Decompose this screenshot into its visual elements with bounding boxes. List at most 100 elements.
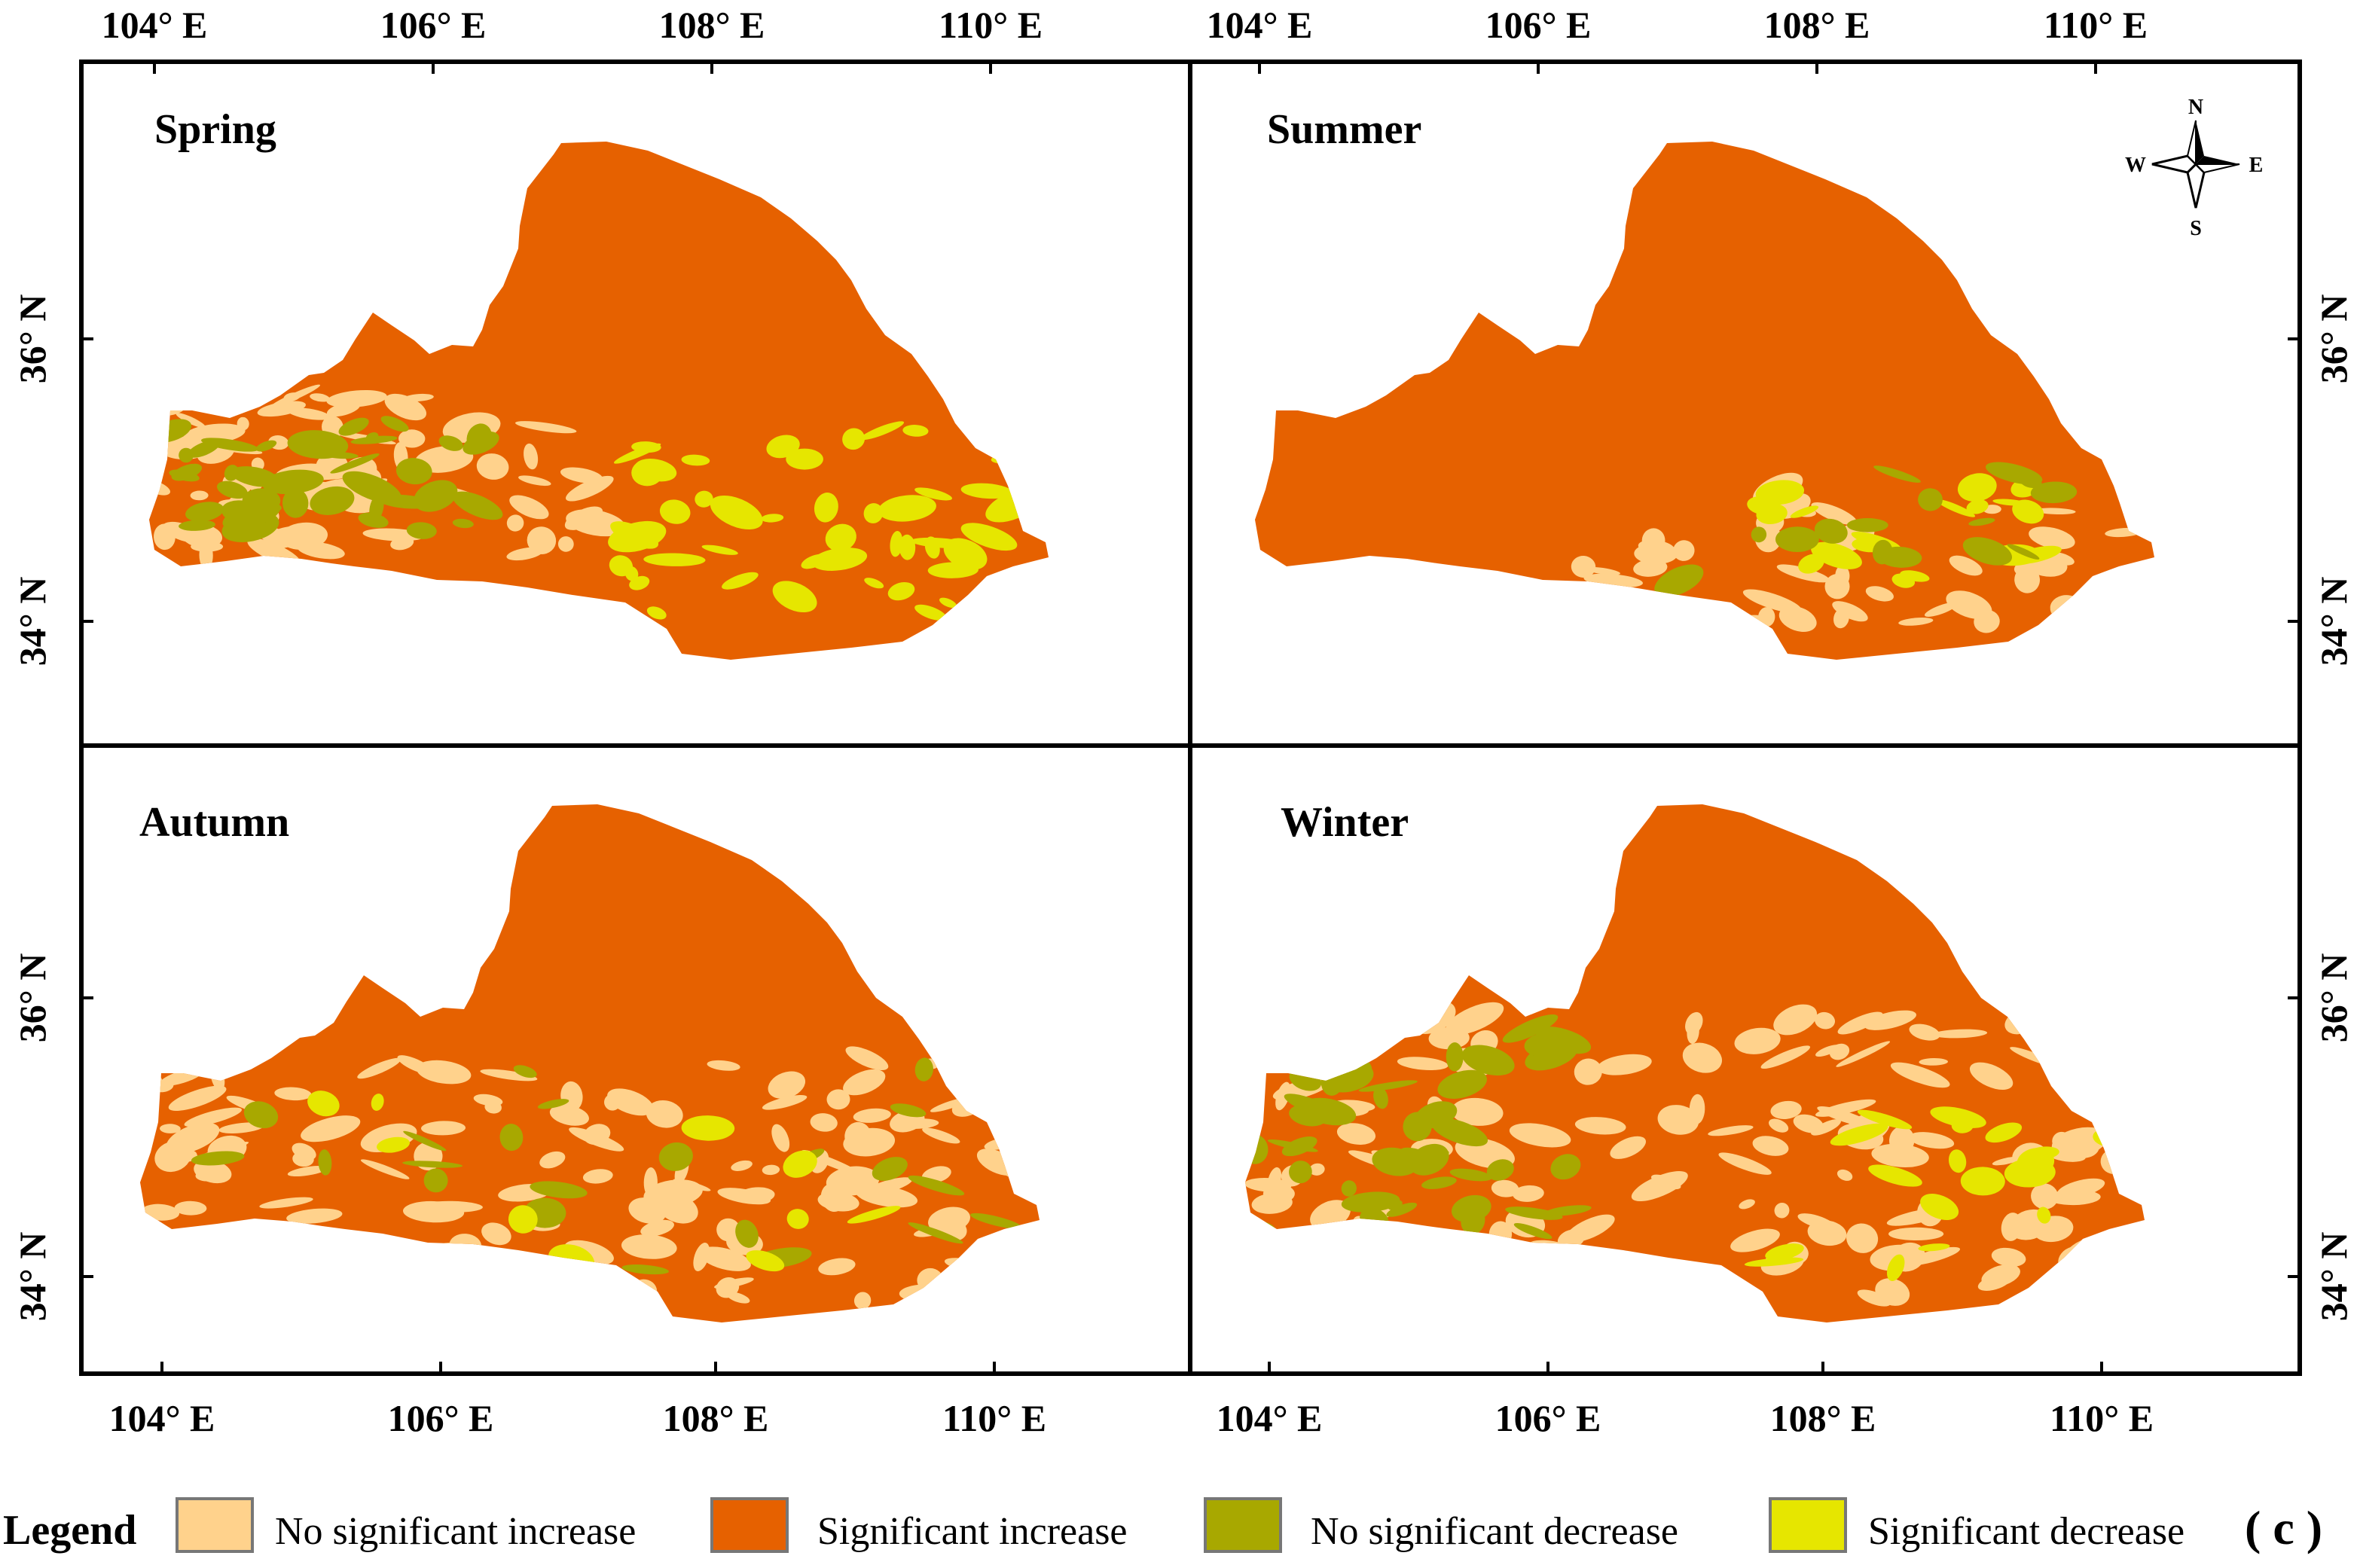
lat-label-34: 34° N — [11, 577, 53, 667]
map-patch — [452, 491, 503, 520]
map-patch — [1734, 1027, 1781, 1054]
map-patch — [1776, 564, 1830, 583]
map-patch — [225, 1240, 273, 1261]
map-patch — [237, 416, 249, 431]
map-patch — [1985, 1122, 2023, 1143]
map-patch — [1276, 1056, 1333, 1066]
map-patch — [2141, 514, 2154, 532]
map-patch — [1773, 1004, 1818, 1036]
map-patch — [1659, 1282, 1686, 1310]
map-patch — [855, 1185, 918, 1208]
lat-label-36: 36° N — [11, 953, 53, 1043]
map-patch — [1449, 1168, 1492, 1182]
lon-label-110: 110° E — [2044, 4, 2148, 46]
panel-title-spring: Spring — [154, 106, 276, 153]
map-patch — [1341, 1180, 1357, 1197]
map-patch — [282, 488, 309, 518]
legend-label-no-significant-decrease: No significant decrease — [1311, 1510, 1678, 1553]
map-patch — [2034, 508, 2076, 515]
lat-label-34: 34° N — [2313, 577, 2355, 667]
map-patch — [1451, 1097, 1504, 1126]
map-patch — [1440, 1234, 1475, 1260]
map-patch — [681, 454, 710, 466]
map-patch — [1833, 608, 1849, 629]
compass-e: E — [2249, 154, 2264, 177]
map-patch — [1565, 1214, 1615, 1243]
map-patch — [1336, 1123, 1376, 1145]
map-patch — [416, 1060, 472, 1084]
map-patch — [659, 499, 691, 524]
map-patch — [499, 1124, 524, 1152]
map-patch — [1864, 1010, 1916, 1030]
map-patch — [2030, 481, 2078, 504]
map-patch — [1966, 499, 1989, 514]
map-patch — [2020, 475, 2042, 489]
lon-label-104: 104° E — [1217, 1397, 1323, 1439]
map-patch — [814, 493, 838, 523]
map-patch — [1519, 1261, 1535, 1271]
map-patch — [1815, 1045, 1840, 1057]
map-patch — [898, 1118, 939, 1129]
map-patch — [1774, 1202, 1790, 1219]
map-patch — [338, 417, 369, 436]
map-patch — [1657, 1105, 1699, 1135]
map-patch — [878, 495, 936, 522]
map-patch — [371, 1094, 384, 1111]
map-patch — [1811, 1119, 1841, 1136]
map-patch — [365, 432, 379, 442]
map-patch — [580, 1290, 635, 1305]
map-patch — [818, 1258, 856, 1276]
map-patch — [287, 430, 349, 459]
left-latitude-labels: 36° N 34° N 36° N 34° N — [11, 294, 53, 1322]
map-patch — [1341, 1191, 1400, 1213]
map-patch — [1836, 1041, 1891, 1067]
map-patch — [243, 1101, 279, 1129]
legend-label-significant-increase: Significant increase — [817, 1510, 1128, 1553]
map-patch — [1846, 518, 1888, 532]
map-patch — [1491, 1179, 1519, 1197]
map-patch — [970, 1213, 1023, 1229]
map-patch — [2029, 526, 2075, 550]
map-patch — [1513, 1223, 1553, 1240]
map-patch — [1830, 1123, 1888, 1146]
map-patch — [1673, 540, 1695, 561]
map-patch — [762, 1095, 808, 1110]
map-patch — [519, 1276, 557, 1291]
map-patch — [1275, 1081, 1291, 1111]
map-patch — [864, 578, 884, 589]
map-patch — [1502, 1014, 1559, 1043]
map-patch — [722, 572, 759, 590]
map-patch — [826, 1089, 850, 1110]
map-patch — [1992, 1156, 2021, 1166]
map-patch — [1421, 1176, 1457, 1189]
map-patch — [624, 566, 639, 581]
map-patch — [1638, 539, 1675, 556]
map-patch — [380, 416, 409, 432]
map-patch — [1920, 1194, 1959, 1220]
map-patch — [262, 469, 324, 495]
map-patch — [972, 1244, 1000, 1273]
map-patch — [403, 1200, 465, 1223]
map-patch — [160, 1124, 181, 1133]
map-patch — [307, 1091, 340, 1117]
map-patch — [693, 1243, 710, 1271]
map-patch — [859, 421, 905, 441]
map-patch — [377, 1136, 410, 1153]
map-patch — [438, 435, 463, 451]
panel-title-summer: Summer — [1267, 106, 1421, 153]
map-patch — [707, 1060, 740, 1071]
map-patch — [287, 407, 331, 420]
map-patch — [403, 1130, 447, 1152]
map-patch — [330, 453, 380, 474]
map-patch — [820, 1183, 845, 1213]
map-patch — [514, 421, 577, 434]
map-patch — [766, 435, 800, 459]
map-patch — [1871, 1143, 1929, 1168]
map-patch — [1420, 1290, 1438, 1301]
map-patch — [1846, 1223, 1879, 1253]
map-patch — [1461, 1207, 1485, 1235]
map-patch — [890, 1103, 927, 1118]
map-patch — [1875, 1278, 1910, 1306]
map-patch — [1949, 555, 1983, 576]
map-patch — [1918, 1243, 1950, 1252]
